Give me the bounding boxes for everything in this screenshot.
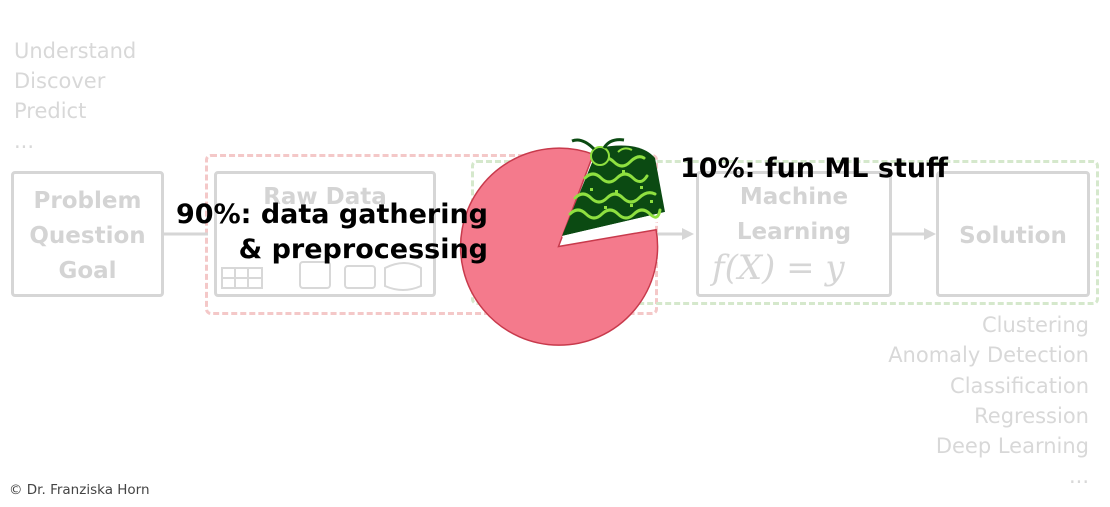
machine-label: Machine (739, 184, 849, 210)
goal-list: Understand Discover Predict ... (14, 36, 136, 156)
goal-label: Goal (58, 258, 117, 284)
data-gathering-line1: 90%: data gathering (176, 199, 489, 230)
copyright-notice: © Dr. Franziska Horn (9, 482, 150, 498)
data-gathering-line2: & preprocessing (238, 234, 489, 265)
raw-data-box: Raw Data (214, 171, 436, 297)
goal-understand: Understand (14, 39, 137, 63)
arrow-data-to-ml (655, 228, 694, 240)
data-gathering-label: 90%: data gathering & preprocessing (176, 197, 488, 267)
task-ellipsis: ... (1068, 464, 1089, 489)
solution-box: Solution (936, 171, 1090, 297)
question-label: Question (29, 223, 146, 249)
learning-label: Learning (736, 219, 852, 245)
data-type-icons (221, 261, 422, 291)
pie-large-slice (459, 147, 659, 346)
task-regression: Regression (974, 403, 1089, 428)
ml-formula: f(X) = y (712, 248, 845, 288)
task-clustering: Clustering (981, 313, 1089, 337)
ml-task-list: Clustering Anomaly Detection Classificat… (888, 310, 1089, 492)
problem-label: Problem (33, 188, 142, 214)
machine-learning-box: Machine Learning (696, 171, 892, 297)
goal-ellipsis: ... (14, 129, 35, 153)
solution-label: Solution (959, 223, 1067, 249)
raw-data-label: Raw Data (263, 184, 387, 210)
task-deep-learning: Deep Learning (935, 434, 1089, 459)
goal-discover: Discover (14, 69, 106, 93)
task-anomaly-detection: Anomaly Detection (888, 343, 1089, 368)
cake-slice-icon (562, 138, 666, 244)
goal-predict: Predict (14, 99, 87, 123)
task-classification: Classification (950, 373, 1089, 398)
arrow-ml-to-solution (892, 228, 936, 240)
fun-ml-label: 10%: fun ML stuff (680, 153, 948, 184)
problem-box: Problem Question Goal (11, 171, 164, 297)
